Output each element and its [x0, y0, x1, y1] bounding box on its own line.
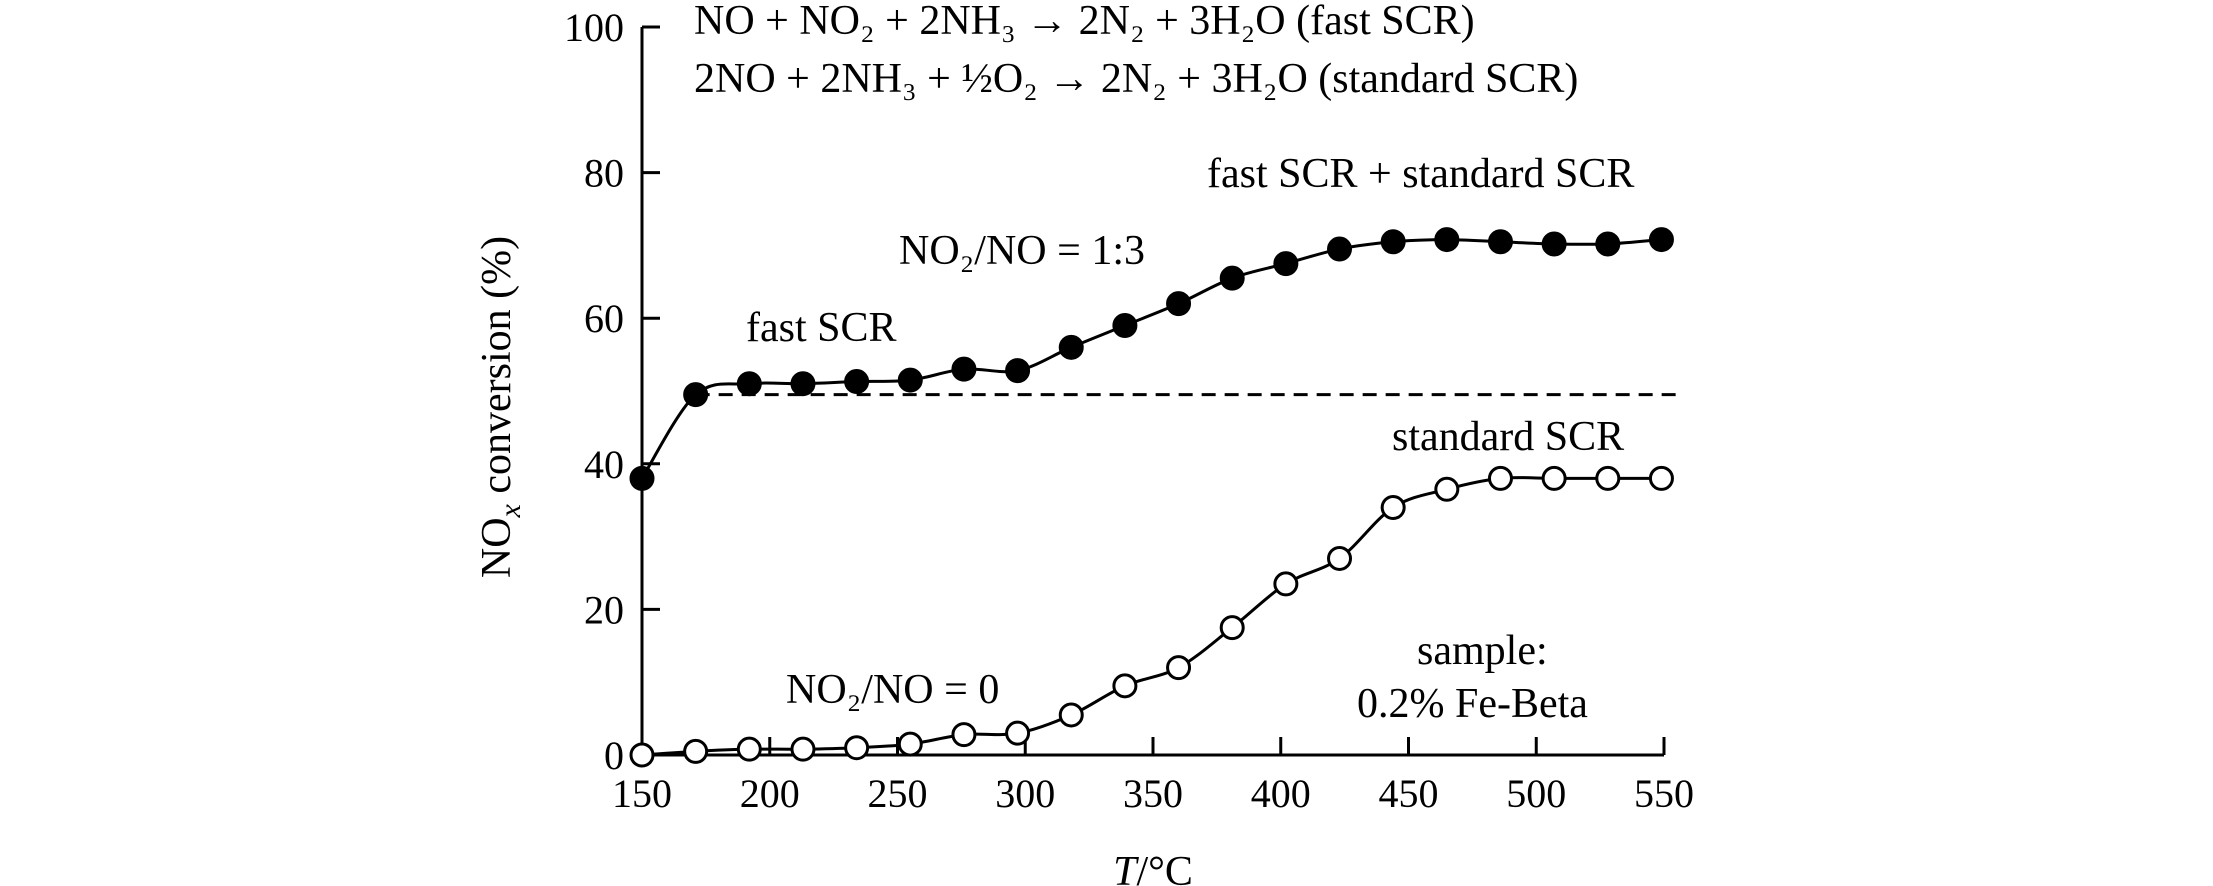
open-data-point: [1327, 545, 1353, 571]
open-data-point: [1648, 465, 1674, 491]
x-axis-title: T/°C: [1113, 849, 1193, 886]
y-axis-prefix: NO: [474, 517, 520, 578]
filled-data-point: [1541, 231, 1567, 257]
filled-data-point: [629, 465, 655, 491]
filled-data-point: [1380, 229, 1406, 255]
equation-fast-scr: NO + NO₂ + 2NH₃ → 2N₂ + 3H₂O (fast SCR): [694, 0, 1475, 44]
y-tick-label: 0: [604, 733, 624, 778]
x-tick-label: 350: [1123, 771, 1183, 816]
y-tick-label: 20: [584, 587, 624, 632]
x-tick-label: 400: [1251, 771, 1311, 816]
open-data-point: [951, 722, 977, 748]
open-data-point: [1541, 465, 1567, 491]
open-data-point: [1005, 720, 1031, 746]
y-axis-subscript: x: [494, 503, 527, 518]
x-tick-label: 250: [868, 771, 928, 816]
annotation-fast-scr: fast SCR: [746, 305, 897, 351]
open-data-point: [629, 742, 655, 768]
filled-data-point: [1434, 227, 1460, 253]
filled-data-point: [1112, 312, 1138, 338]
open-data-point: [683, 738, 709, 764]
x-tick-label: 500: [1506, 771, 1566, 816]
open-data-point: [897, 731, 923, 757]
y-axis-suffix: conversion (%): [474, 236, 520, 504]
x-tick-label: 450: [1379, 771, 1439, 816]
y-tick-label: 80: [584, 151, 624, 196]
filled-data-point: [1058, 334, 1084, 360]
x-tick-label: 300: [995, 771, 1055, 816]
filled-data-point: [1219, 265, 1245, 291]
filled-data-point: [951, 356, 977, 382]
y-tick-label: 100: [564, 5, 624, 50]
annotation-sample-label: sample:: [1417, 628, 1548, 674]
annotation-fast-plus-standard: fast SCR + standard SCR: [1207, 151, 1634, 197]
x-axis-unit: /°C: [1136, 849, 1192, 886]
filled-data-point: [1273, 251, 1299, 277]
y-tick-label: 60: [584, 296, 624, 341]
series-layer: [629, 227, 1678, 768]
filled-data-point: [1166, 291, 1192, 317]
open-data-point: [736, 736, 762, 762]
filled-data-point: [736, 371, 762, 397]
x-axis-variable: T: [1113, 849, 1139, 886]
filled-data-point: [683, 382, 709, 408]
equation-standard-scr: 2NO + 2NH₃ + ½O₂ → 2N₂ + 3H₂O (standard …: [694, 56, 1578, 102]
open-data-point: [1434, 476, 1460, 502]
filled-data-point: [1595, 231, 1621, 257]
open-data-point: [1380, 494, 1406, 520]
filled-data-point: [844, 369, 870, 395]
filled-data-point: [1648, 227, 1674, 253]
open-data-point: [1595, 465, 1621, 491]
open-data-point: [1219, 615, 1245, 641]
annotation-standard-scr: standard SCR: [1392, 414, 1624, 460]
annotation-sample-value: 0.2% Fe-Beta: [1357, 681, 1588, 727]
open-data-point: [1273, 571, 1299, 597]
filled-data-point: [790, 371, 816, 397]
open-data-point: [1058, 702, 1084, 728]
open-data-point: [1112, 673, 1138, 699]
x-tick-label: 150: [612, 771, 672, 816]
filled-data-point: [897, 367, 923, 393]
open-data-point: [844, 735, 870, 761]
y-tick-label: 40: [584, 442, 624, 487]
filled-data-point: [1327, 236, 1353, 262]
filled-data-point: [1487, 229, 1513, 255]
annotation-layer: NO + NO₂ + 2NH₃ → 2N₂ + 3H₂O (fast SCR) 2…: [694, 0, 1634, 727]
open-data-point: [1487, 465, 1513, 491]
x-tick-label: 200: [740, 771, 800, 816]
y-axis-title: NOx conversion (%): [474, 236, 527, 578]
open-data-point: [790, 736, 816, 762]
filled-data-point: [1005, 358, 1031, 384]
open-data-point: [1166, 655, 1192, 681]
annotation-ratio-0: NO₂/NO = 0: [786, 667, 999, 713]
x-tick-label: 550: [1634, 771, 1694, 816]
axes-layer: 0 20 40 60 80 100 150 200 250 300 350 400 450 500 550 T…: [474, 5, 1694, 886]
annotation-ratio-1-3: NO₂/NO = 1:3: [899, 228, 1145, 274]
